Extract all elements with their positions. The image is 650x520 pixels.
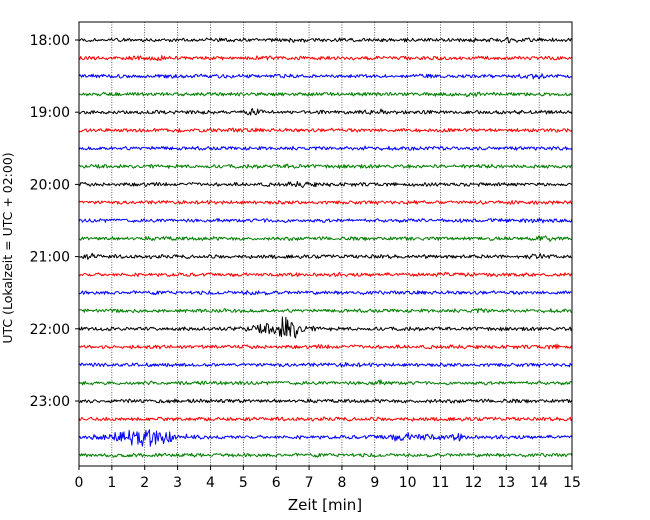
y-tick-label: 22:00 [30,322,70,338]
y-axis: 18:00 19:00 20:00 21:00 22:00 23:00 [30,33,79,410]
x-tick-label: 6 [272,475,281,491]
trace-line [78,127,573,133]
trace-line [78,307,573,314]
trace-line [78,398,573,404]
x-tick-label: 1 [107,475,116,491]
trace-line [78,181,573,189]
x-tick-label: 2 [140,475,149,491]
trace-line [78,199,573,206]
x-axis: 0 1 2 3 4 5 6 7 8 9 10 11 12 13 14 15 [75,466,581,491]
y-tick-label: 20:00 [30,177,70,193]
y-tick-label: 19:00 [30,105,70,121]
trace-line [78,271,573,278]
trace-line [78,290,573,296]
x-tick-label: 14 [530,475,548,491]
y-tick-label: 21:00 [30,250,70,266]
plot-frame [78,21,573,467]
trace-line [78,55,573,62]
x-tick-label: 3 [173,475,182,491]
trace-line [78,343,573,350]
trace-line [78,163,573,169]
trace-line [78,379,573,386]
y-tick-label: 18:00 [30,33,70,49]
trace-line [78,316,573,339]
x-tick-label: 9 [370,475,379,491]
x-tick-label: 0 [75,475,84,491]
x-tick-label: 5 [239,475,248,491]
x-axis-label: Zeit [min] [288,496,362,514]
trace-line [78,91,573,98]
x-tick-label: 13 [497,475,515,491]
x-tick-label: 8 [337,475,346,491]
trace-line [78,73,573,80]
trace-line [78,36,573,44]
trace-line [78,145,573,151]
trace-line [78,218,573,224]
trace-line [78,416,573,422]
y-tick-label: 23:00 [30,394,70,410]
trace-line [78,452,573,458]
x-tick-label: 7 [305,475,314,491]
x-tick-label: 15 [563,475,581,491]
trace-line [78,108,573,116]
x-tick-label: 12 [464,475,482,491]
plot-background [79,22,572,466]
x-tick-label: 10 [399,475,417,491]
trace-line [78,235,573,242]
x-tick-label: 4 [206,475,215,491]
trace-line [78,361,573,368]
grid-lines [111,22,540,466]
y-axis-label: UTC (Lokalzeit = UTC + 02:00) [0,152,15,343]
trace-line [78,252,573,260]
x-tick-label: 11 [432,475,450,491]
seismic-traces [78,36,573,458]
trace-line [78,429,573,447]
